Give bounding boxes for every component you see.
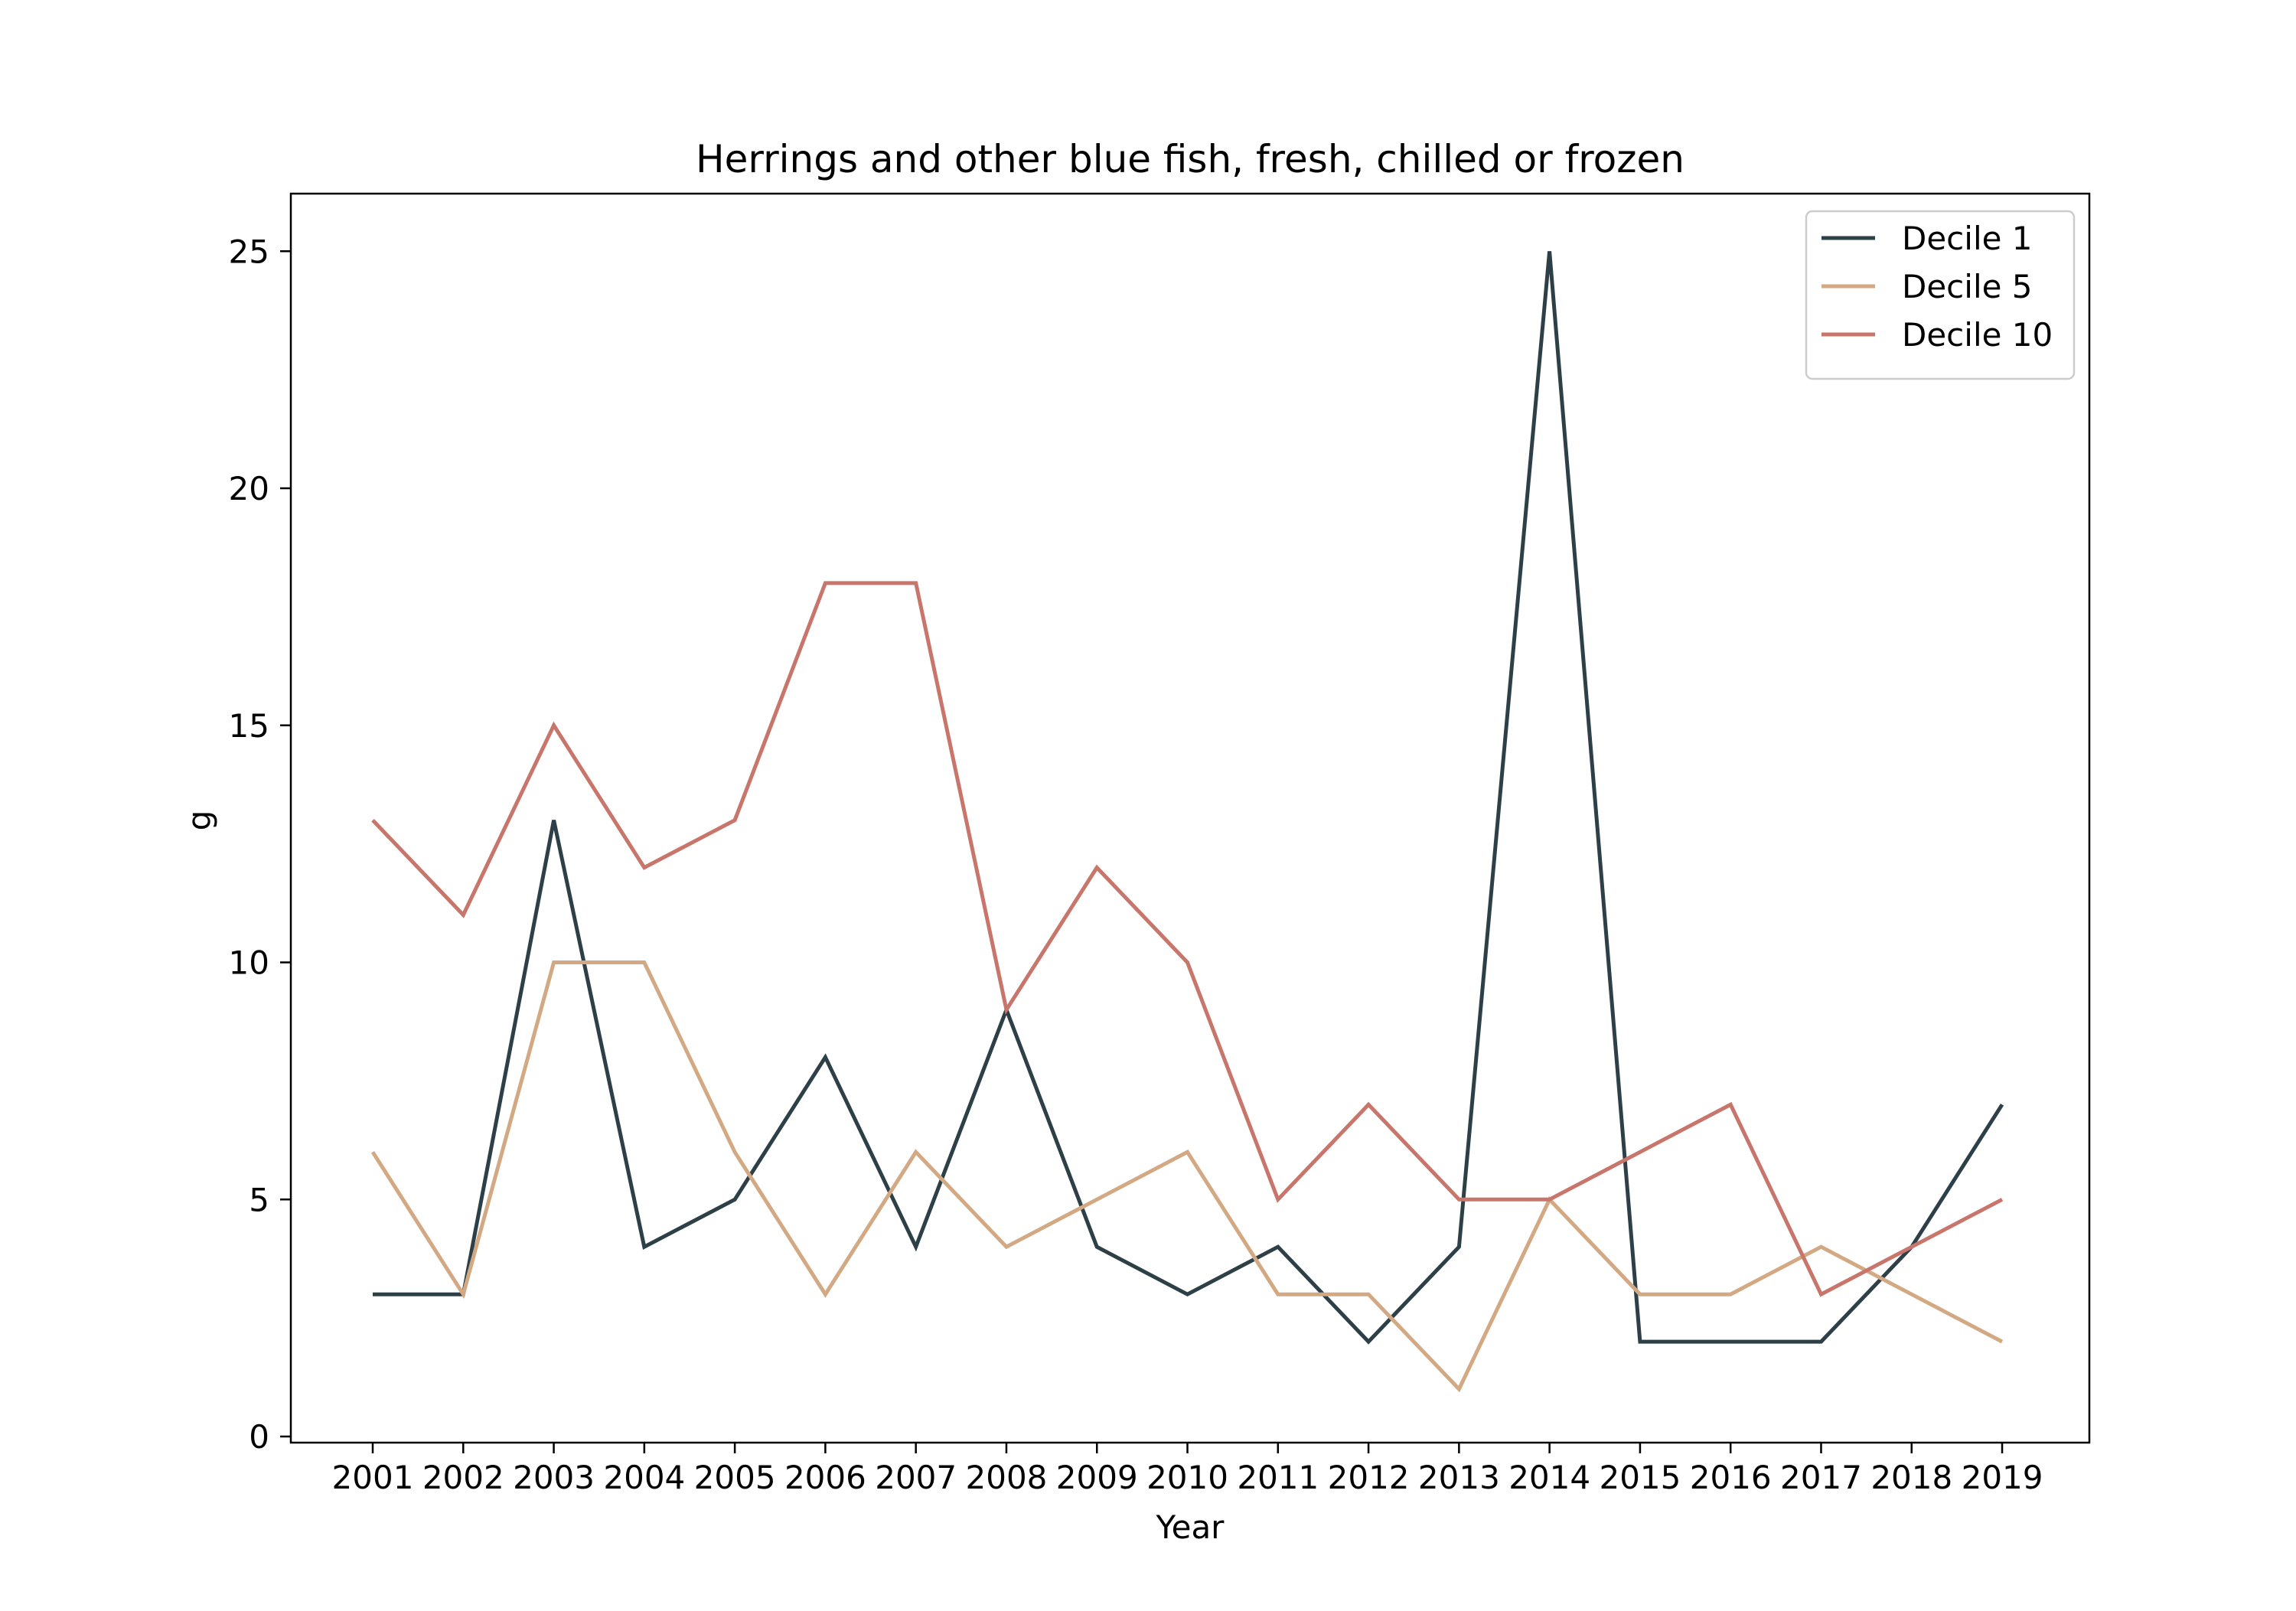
- y-tick-label: 10: [229, 944, 269, 982]
- x-tick-label: 2009: [1056, 1459, 1138, 1496]
- plot-area-frame: [289, 192, 2091, 1444]
- x-tick-label: 2010: [1146, 1459, 1228, 1496]
- y-tick-label: 0: [249, 1418, 269, 1456]
- x-axis: 2001 2002 2003 2004 2005 2006 2007 2008 2009 2010…: [332, 1443, 2043, 1496]
- series-lines: [370, 251, 2004, 1393]
- x-tick-label: 2005: [694, 1459, 776, 1496]
- y-tick-label: 15: [229, 707, 269, 745]
- series-line-2: [370, 960, 2004, 1393]
- series-line-3: [371, 581, 2004, 1297]
- y-tick-label: 25: [229, 233, 269, 270]
- x-tick-label: 2011: [1237, 1459, 1319, 1496]
- x-tick-label: 2015: [1599, 1459, 1681, 1496]
- x-tick-label: 2004: [603, 1459, 685, 1496]
- x-tick-label: 2012: [1328, 1459, 1410, 1496]
- y-tick-label: 5: [249, 1181, 269, 1218]
- chart-title: Herrings and other blue fish, fresh, chi…: [696, 137, 1684, 181]
- x-tick-label: 2006: [784, 1459, 866, 1496]
- x-tick-label: 2016: [1690, 1459, 1772, 1496]
- x-tick-label: 2003: [513, 1459, 595, 1496]
- series-line-1: [373, 251, 2004, 1345]
- x-tick-label: 2019: [1962, 1459, 2043, 1496]
- x-tick-label: 2014: [1508, 1459, 1590, 1496]
- legend-label: Decile 10: [1902, 316, 2053, 354]
- y-axis-title: g: [181, 810, 218, 831]
- x-tick-label: 2008: [966, 1459, 1048, 1496]
- legend-label: Decile 1: [1902, 220, 2033, 257]
- x-tick-label: 2001: [332, 1459, 414, 1496]
- y-tick-label: 20: [229, 470, 269, 507]
- legend: Decile 1 Decile 5 Decile 10: [1805, 210, 2076, 380]
- legend-label: Decile 5: [1902, 268, 2033, 305]
- x-tick-label: 2018: [1870, 1459, 1952, 1496]
- y-axis: 0 5 10 15 20 25: [229, 233, 291, 1456]
- x-axis-title: Year: [1156, 1508, 1225, 1546]
- x-tick-label: 2002: [422, 1459, 504, 1496]
- x-tick-label: 2007: [875, 1459, 957, 1496]
- legend-box: [1805, 210, 2076, 380]
- x-tick-label: 2017: [1780, 1459, 1862, 1496]
- x-tick-label: 2013: [1418, 1459, 1500, 1496]
